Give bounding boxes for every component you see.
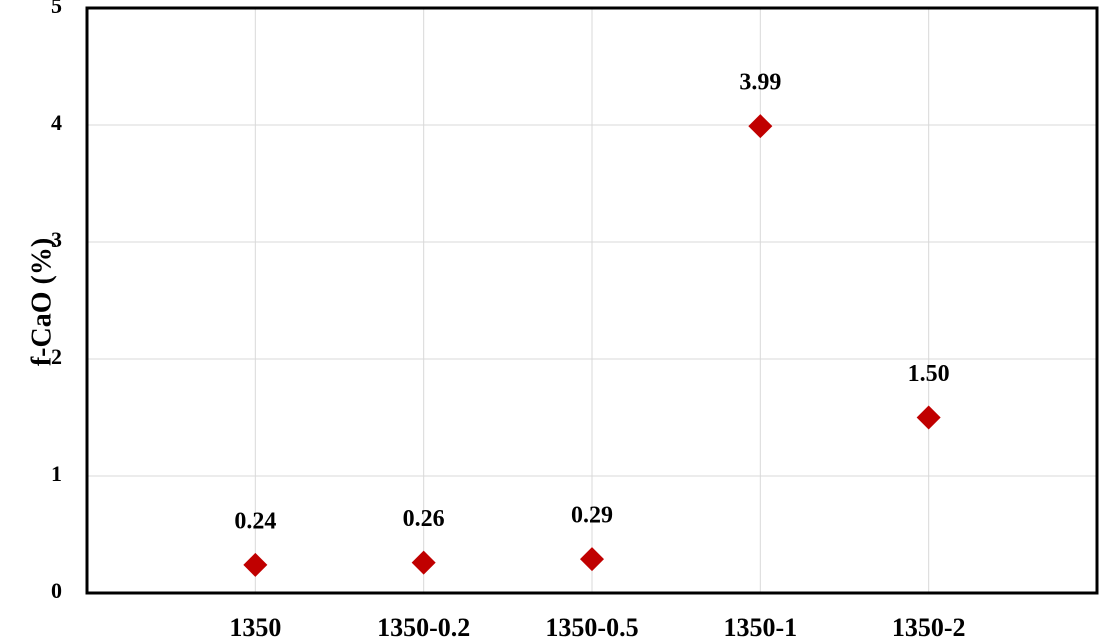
y-tick-label: 3 [51,227,62,252]
x-tick-label: 1350-0.5 [545,613,638,642]
y-tick-label: 4 [51,110,62,135]
data-label: 0.24 [234,508,276,534]
x-tick-label: 1350-0.2 [377,613,470,642]
data-label: 1.50 [908,361,950,387]
plot-frame [85,6,1099,595]
marker [748,114,773,139]
data-label: 0.29 [571,503,613,529]
data-label: 3.99 [739,70,781,96]
y-tick-label: 2 [51,344,62,369]
marker [411,550,436,575]
x-tick-label: 1350 [229,613,281,642]
marker [243,552,268,577]
y-axis-label: f-CaO (%) [26,238,57,366]
x-tick-label: 1350-1 [723,613,797,642]
data-label: 0.26 [403,506,445,532]
y-tick-label: 0 [51,578,62,603]
y-tick-label: 5 [51,0,62,18]
marker [580,547,604,572]
marker [916,405,941,430]
x-tick-label: 1350-2 [892,613,966,642]
y-tick-label: 1 [51,461,62,486]
